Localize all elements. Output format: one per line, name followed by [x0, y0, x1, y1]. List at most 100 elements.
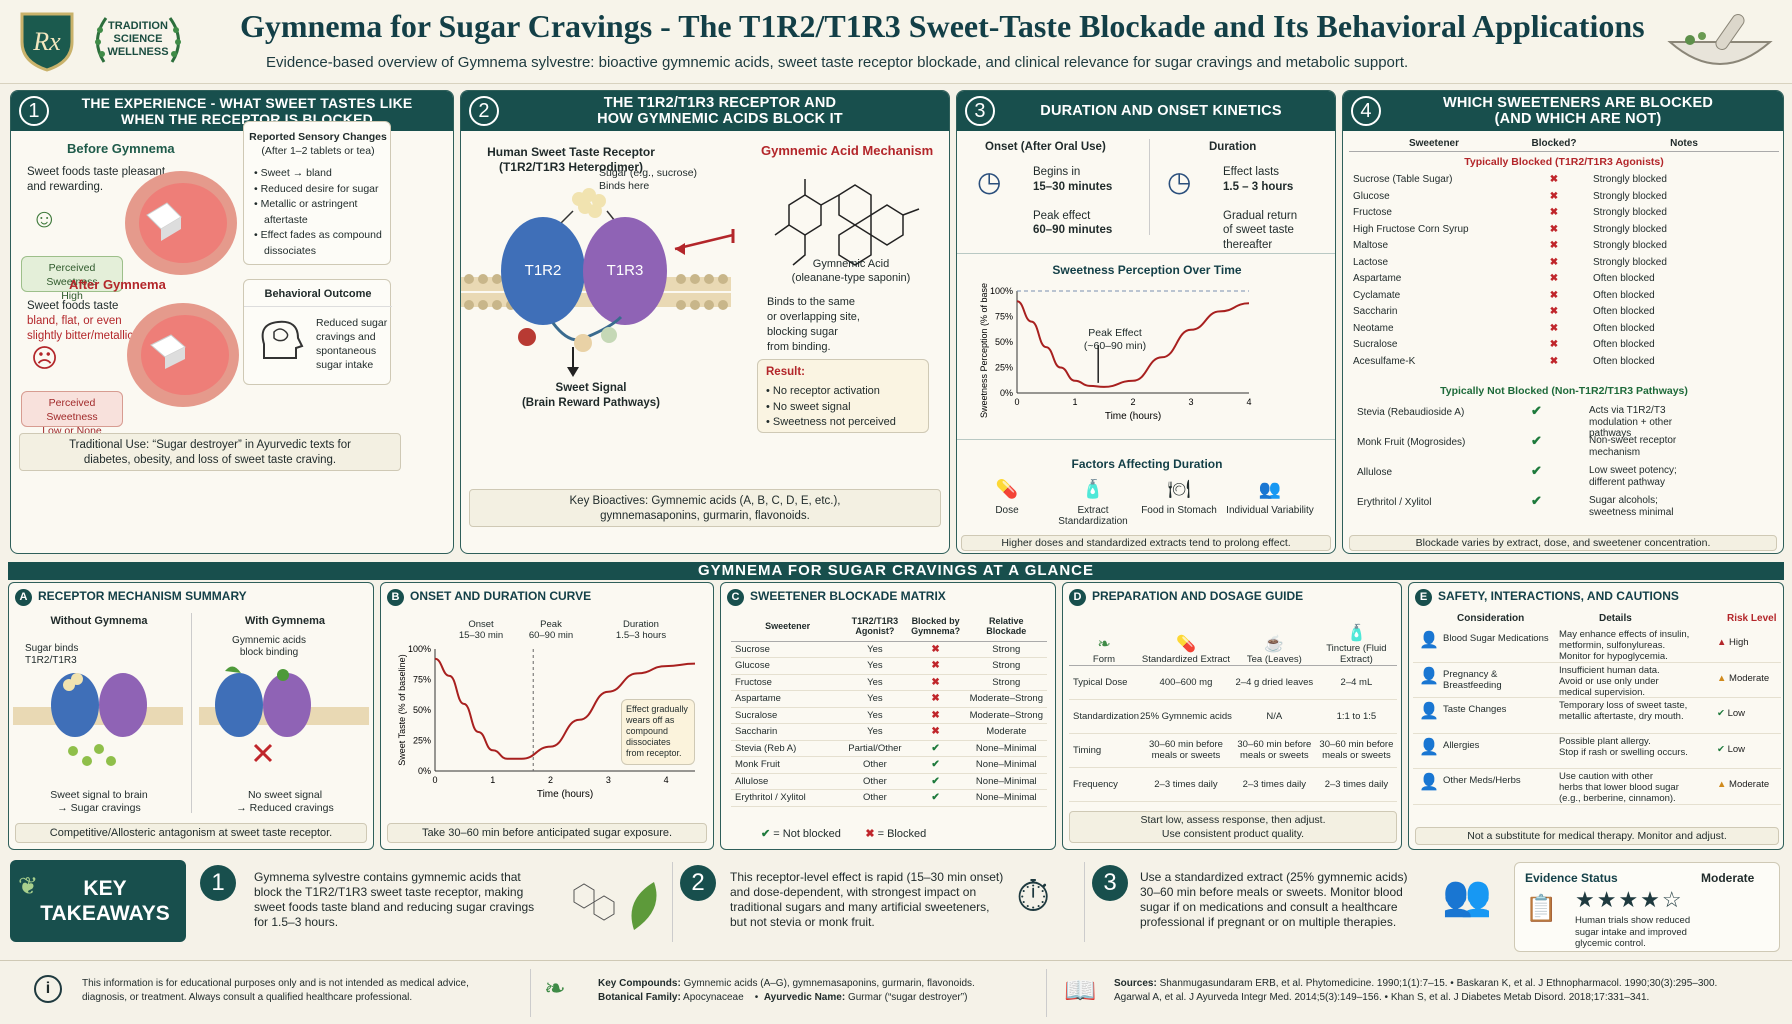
not-blocked-row: Erythritol / Xylitol ✔ Sugar alcohols; swee… [1357, 493, 1674, 518]
x-tick-label: 4 [664, 775, 669, 785]
safety-row: 👤 Blood Sugar Medications May enhance effe… [1413, 627, 1781, 663]
takeaway-3-number: 3 [1092, 865, 1128, 901]
after-heading: After Gymnema [69, 277, 166, 292]
matrix-row: Erythritol / Xylitol Other ✔ None–Minimal [731, 790, 1047, 806]
safety-row: 👤 Taste Changes Temporary loss of sweet ta… [1413, 698, 1781, 734]
teacup-icon: ☕ [1264, 635, 1285, 653]
x-tick-label: 3 [1188, 397, 1193, 407]
factors-note: Higher doses and standardized extracts t… [961, 535, 1331, 551]
leaf-icon: ❧ [544, 973, 566, 1003]
gymnemic-acid-structure [774, 179, 920, 266]
panel-header: 1 THE EXPERIENCE - WHAT SWEET TASTES LIK… [11, 91, 453, 131]
sugar-cluster [572, 188, 606, 218]
safety-row: 👤 Allergies Possible plant allergy. Stop if… [1413, 734, 1781, 770]
matrix-row: Fructose Yes ✖ Strong [731, 674, 1047, 691]
clock-icon: ◷ [977, 166, 1002, 197]
y-tick-label: 50% [413, 705, 431, 715]
evidence-stars: ★★★★☆ [1575, 887, 1684, 912]
matrix-row: Glucose Yes ✖ Strong [731, 658, 1047, 674]
blocked-row: Neotame ✖ Often blocked [1353, 322, 1655, 334]
factors-row: 💊 🧴 🍽 👥 Dose Extract Standardization Foo… [967, 475, 1327, 527]
mortar-pestle-icon [1667, 14, 1773, 65]
mechanism-heading: Gymnemic Acid Mechanism [761, 143, 934, 158]
y-axis-label: Sweetness Perception (% of baseline) [979, 283, 989, 418]
series-line [434, 657, 696, 760]
key-takeaways-box: ❦ KEY TAKEAWAYS [10, 860, 186, 942]
y-tick-label: 25% [995, 363, 1013, 373]
blocked-row: High Fructose Corn Syrup ✖ Strongly blocke… [1353, 223, 1667, 235]
dosage-row: Timing 30–60 min before meals or sweets 30… [1069, 733, 1397, 767]
matrix-row: Monk Fruit Other ✔ None–Minimal [731, 757, 1047, 773]
capsule-icon: 💊 [1176, 635, 1196, 653]
tongue-before-image [125, 171, 237, 275]
takeaway-2-number: 2 [680, 865, 716, 901]
people-icon: 👥 [1258, 479, 1282, 499]
person-icon: 👤 [1419, 703, 1439, 721]
evidence-status-box: Evidence Status Moderate 📋 ★★★★☆ Human t… [1514, 862, 1780, 952]
blocked-row: Fructose ✖ Strongly blocked [1353, 207, 1667, 219]
panel-a-mechanism: A RECEPTOR MECHANISM SUMMARY Without Gymn… [8, 582, 374, 850]
clock-icon: ◷ [1167, 166, 1192, 197]
checklist-icon: 📋 [1525, 893, 1558, 923]
blocked-row: Cyclamate ✖ Often blocked [1353, 289, 1655, 301]
y-tick-label: 25% [413, 736, 431, 746]
blocked-row: Acesulfame-K ✖ Often blocked [1353, 355, 1655, 367]
sweetness-low-badge: Perceived Sweetness Low or None [21, 391, 123, 437]
not-blocked-row: Stevia (Rebaudioside A) ✔ Acts via T1R2/T3… [1357, 403, 1673, 439]
traditional-use-note: Traditional Use: “Sugar destroyer” in Ay… [19, 433, 401, 471]
y-axis-label: Sweet Taste (% of baseline) [397, 654, 407, 765]
frown-icon: ☹ [31, 343, 59, 373]
factors-heading: Factors Affecting Duration [1071, 457, 1223, 471]
receptor-heading: Human Sweet Taste Receptor (T1R2/T1R3 Het… [487, 145, 655, 174]
dropper-bottle-icon: 🧴 [1346, 624, 1367, 642]
dosage-row: Typical Dose 400–600 mg 2–4 g dried leaves… [1069, 665, 1397, 699]
panel-receptor: 2 THE T1R2/T1R3 RECEPTOR AND HOW GYMNEMIC… [460, 90, 950, 554]
behavioral-outcome-box: Behavioral Outcome Reduced sugar cravings… [243, 279, 392, 385]
sugar-binds-label: Sugar (e.g., sucrose) Binds here [599, 167, 698, 192]
sweetness-high-badge: Perceived Sweetness High [21, 256, 123, 302]
blocked-row: Lactose ✖ Strongly blocked [1353, 256, 1667, 268]
panel-d-dosage: D PREPARATION AND DOSAGE GUIDE ❧ Form 💊 Stan… [1062, 582, 1402, 850]
y-tick-label: 0% [418, 766, 431, 776]
safety-row: 👤 Pregnancy & Breastfeeding Insufficient h… [1413, 663, 1781, 699]
blocked-table: Sweetener Blocked? Notes Typically Blocked… [1349, 135, 1779, 370]
bottle-icon: 🧴 [1081, 479, 1105, 499]
not-blocked-heading: Typically Not Blocked (Non-T1R2/T1R3 Pat… [1440, 385, 1688, 397]
head-brain-icon [261, 320, 304, 359]
person-icon: 👤 [1419, 738, 1439, 756]
matrix-row: Saccharin Yes ✖ Moderate [731, 724, 1047, 740]
x-axis-label: Time (hours) [1105, 411, 1161, 422]
x-axis-label: Time (hours) [537, 789, 593, 800]
not-blocked-row: Allulose ✔ Low sweet potency; different pat… [1357, 463, 1677, 488]
takeaway-1-number: 1 [200, 865, 236, 901]
panel-sweeteners: 4 WHICH SWEETENERS ARE BLOCKED (AND WHICH… [1342, 90, 1784, 554]
note-box: Effect gradually wears off as compound diss… [621, 699, 695, 765]
book-icon: 📖 [1064, 975, 1097, 1005]
person-icon: 👤 [1419, 632, 1439, 649]
matrix-table: Sweetener T1R2/T1R3 Agonist? Blocked by Gy… [731, 611, 1047, 807]
y-tick-label: 100% [408, 644, 431, 654]
onset-duration-chart: 0% 25% 50% 75% 100% 0 1 2 3 4 Time (hours) Sweet Ta… [397, 644, 696, 800]
panel-experience: 1 THE EXPERIENCE - WHAT SWEET TASTES LIK… [10, 90, 454, 554]
page-subtitle: Evidence-based overview of Gymnema sylve… [266, 54, 1409, 71]
rx-text: Rx [32, 27, 61, 56]
peak-label: Peak Effect (~60–90 min) [1083, 327, 1147, 352]
sweet-signal-label: Sweet Signal (Brain Reward Pathways) [521, 382, 661, 409]
smile-icon: ☺ [31, 203, 58, 233]
before-text: Sweet foods taste pleasant and rewarding. [27, 166, 166, 193]
y-tick-label: 75% [995, 312, 1013, 322]
series-line [1016, 300, 1250, 388]
page-title: Gymnema for Sugar Cravings - The T1R2/T1… [240, 8, 1645, 44]
svg-text:T1R3: T1R3 [607, 262, 644, 279]
inhibit-arrow [674, 229, 735, 255]
y-tick-label: 75% [413, 675, 431, 685]
not-blocked-list: Stevia (Rebaudioside A) ✔ Acts via T1R2/T3… [1353, 403, 1777, 525]
y-tick-label: 0% [1000, 388, 1013, 398]
blocked-row: Sucrose (Table Sugar) ✖ Strongly blocked [1353, 174, 1667, 186]
tongue-after-image [127, 303, 239, 407]
panel-c-matrix: C SWEETENER BLOCKADE MATRIX Sweetener T1R2… [720, 582, 1056, 850]
pills-icon: 💊 [995, 479, 1019, 499]
onset-heading: Onset (After Oral Use) [985, 141, 1106, 153]
mini-receptor-diagram [13, 666, 369, 766]
binds-text: Binds to the same or overlapping site, blo… [767, 296, 860, 353]
